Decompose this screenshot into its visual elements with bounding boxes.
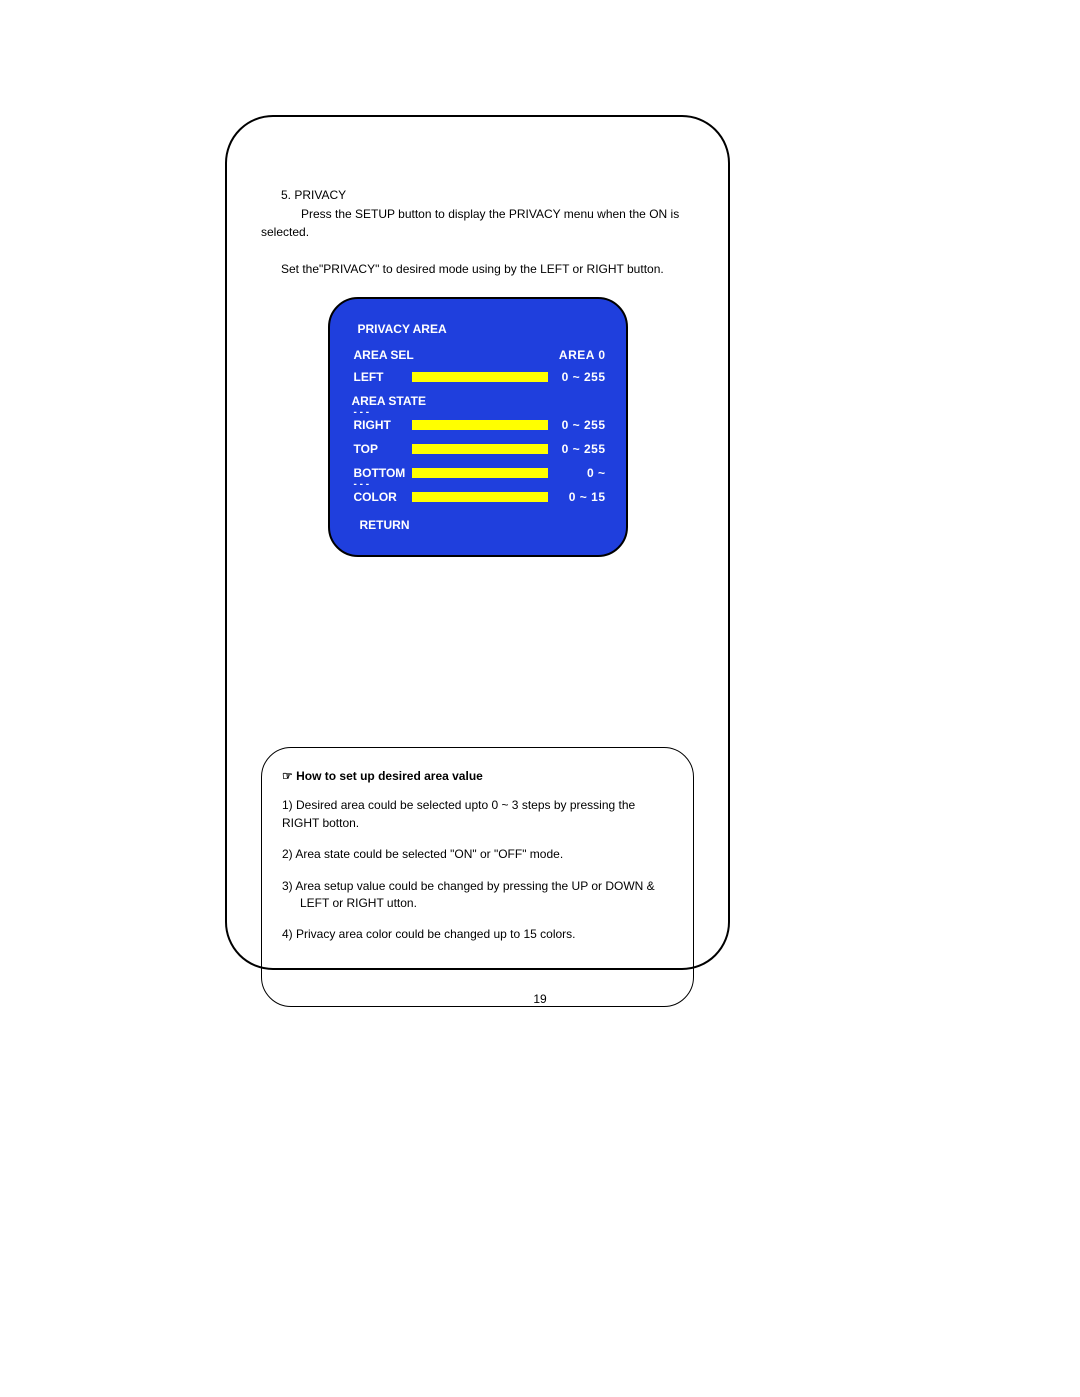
instruction-1-text: Press the SETUP button to display the PR…: [261, 207, 679, 238]
info-item-2: 2) Area state could be selected "ON" or …: [282, 846, 673, 863]
page-body: 5. PRIVACY Press the SETUP button to dis…: [227, 117, 728, 968]
left-bar: [412, 372, 548, 382]
area-sel-value: AREA 0: [546, 347, 606, 364]
info-item-3: 3) Area setup value could be changed by …: [282, 878, 673, 913]
left-value: 0 ~ 255: [558, 369, 606, 386]
info-box: ☞ How to set up desired area value 1) De…: [261, 747, 694, 1007]
privacy-menu-panel: PRIVACY AREA AREA SEL AREA 0 LEFT 0 ~ 25…: [328, 297, 628, 557]
color-value: 0 ~ 15: [558, 489, 606, 506]
menu-row-top[interactable]: TOP 0 ~ 255: [354, 441, 606, 458]
info-title: ☞ How to set up desired area value: [282, 768, 673, 785]
page-number: 19: [0, 992, 1080, 1006]
menu-row-right[interactable]: RIGHT 0 ~ 255: [354, 417, 606, 434]
menu-row-area-sel[interactable]: AREA SEL AREA 0: [354, 347, 606, 364]
right-bar: [412, 420, 548, 430]
bottom-bar: [412, 468, 548, 478]
page-card: 5. PRIVACY Press the SETUP button to dis…: [225, 115, 730, 970]
section-heading: 5. PRIVACY: [281, 187, 694, 204]
menu-title: PRIVACY AREA: [358, 321, 447, 338]
area-sel-label: AREA SEL: [354, 347, 474, 364]
color-label: COLOR: [354, 489, 412, 506]
instruction-1: Press the SETUP button to display the PR…: [261, 206, 694, 241]
top-bar: [412, 444, 548, 454]
top-label: TOP: [354, 441, 412, 458]
color-bar: [412, 492, 548, 502]
info-item-4: 4) Privacy area color could be changed u…: [282, 926, 673, 943]
right-value: 0 ~ 255: [558, 417, 606, 434]
info-item-1: 1) Desired area could be selected upto 0…: [282, 797, 673, 832]
bottom-value: 0 ~: [558, 465, 606, 482]
left-label: LEFT: [354, 369, 412, 386]
menu-row-bottom[interactable]: BOTTOM 0 ~: [354, 465, 606, 482]
menu-row-color[interactable]: COLOR 0 ~ 15: [354, 489, 606, 506]
menu-row-left[interactable]: LEFT 0 ~ 255: [354, 369, 606, 386]
top-value: 0 ~ 255: [558, 441, 606, 458]
right-label: RIGHT: [354, 417, 412, 434]
menu-return[interactable]: RETURN: [360, 517, 410, 534]
instruction-2: Set the"PRIVACY" to desired mode using b…: [281, 261, 694, 278]
